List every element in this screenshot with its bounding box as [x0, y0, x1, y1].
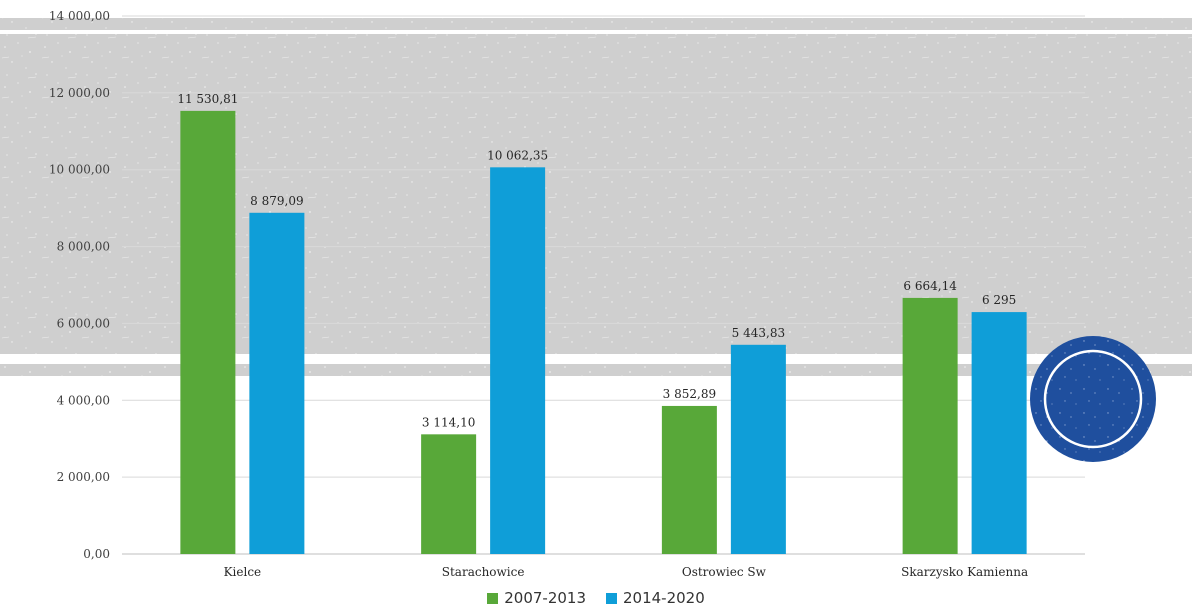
data-label: 11 530,81: [177, 92, 238, 106]
x-tick-label: Ostrowiec Sw: [682, 565, 767, 579]
data-label: 3 114,10: [422, 415, 475, 429]
bar-2014-2020-starachowice: [490, 167, 546, 554]
bars: [180, 110, 1027, 555]
legend-item-2014-2020: 2014-2020: [606, 589, 705, 607]
data-label: 5 443,83: [732, 326, 785, 340]
y-tick-label: 12 000,00: [49, 86, 110, 100]
data-labels: 11 530,81 8 879,09 3 114,10 10 062,35 3 852,…: [177, 92, 1016, 429]
bar-2007-2013-ostrowiec-sw: [661, 405, 717, 554]
bar-2007-2013-skarzysko-kamienna: [902, 297, 958, 554]
y-tick-label: 10 000,00: [49, 163, 110, 177]
y-tick-label: 14 000,00: [49, 9, 110, 23]
legend-item-2007-2013: 2007-2013: [487, 589, 586, 607]
data-label: 6 295: [982, 293, 1016, 307]
y-tick-label: 8 000,00: [57, 240, 110, 254]
seal-graphic: [1030, 336, 1156, 462]
bar-2014-2020-ostrowiec-sw: [730, 344, 786, 554]
y-axis: 0,00 2 000,00 4 000,00 6 000,00 8 000,00 10 0…: [49, 9, 110, 561]
legend-label-2007-2013: 2007-2013: [504, 589, 586, 607]
bar-2007-2013-starachowice: [421, 434, 477, 554]
x-tick-label: Kielce: [224, 565, 262, 579]
legend-swatch-2014-2020: [606, 592, 617, 604]
y-tick-label: 2 000,00: [57, 470, 110, 484]
legend-label-2014-2020: 2014-2020: [623, 589, 705, 607]
x-axis: Kielce Starachowice Ostrowiec Sw Skarzysko …: [224, 565, 1029, 579]
data-label: 6 664,14: [903, 279, 957, 293]
y-tick-label: 6 000,00: [57, 316, 110, 330]
legend: 2007-2013 2014-2020: [0, 589, 1192, 607]
bar-2014-2020-kielce: [249, 212, 305, 555]
bar-2014-2020-skarzysko-kamienna: [971, 312, 1027, 554]
bar-2007-2013-kielce: [180, 110, 236, 554]
y-tick-label: 4 000,00: [57, 393, 110, 407]
x-tick-label: Skarzysko Kamienna: [901, 565, 1028, 579]
legend-swatch-2007-2013: [487, 592, 499, 604]
y-tick-label: 0,00: [83, 547, 110, 561]
data-label: 10 062,35: [487, 148, 548, 162]
data-label: 8 879,09: [250, 194, 303, 208]
x-tick-label: Starachowice: [442, 565, 525, 579]
data-label: 3 852,89: [663, 387, 716, 401]
